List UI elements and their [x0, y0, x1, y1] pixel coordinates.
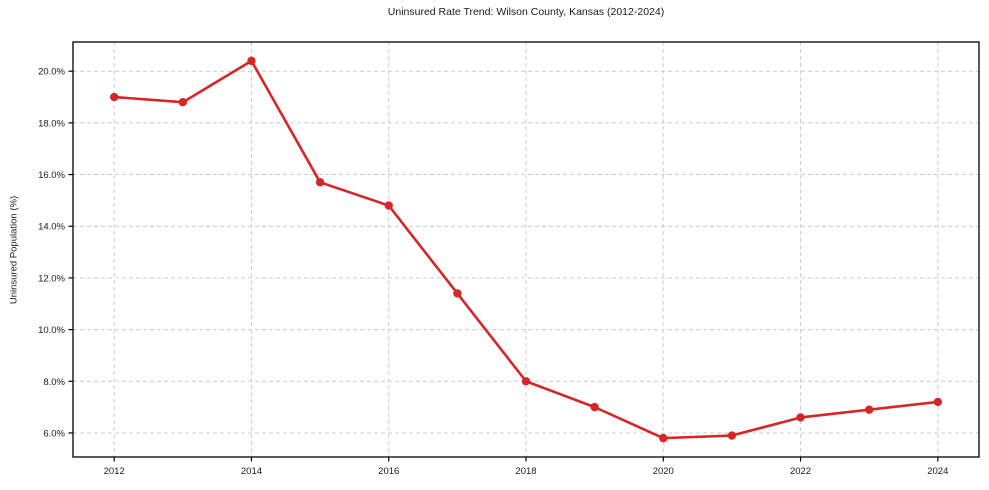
data-point [521, 377, 531, 386]
y-tick-label: 8.0% [43, 377, 65, 388]
x-tick-label: 2014 [241, 466, 262, 477]
y-tick-label: 18.0% [38, 118, 65, 129]
data-point [178, 98, 188, 107]
x-tick-label: 2020 [653, 466, 674, 477]
y-tick-label: 20.0% [38, 67, 65, 78]
data-point [315, 178, 325, 187]
data-point [796, 413, 805, 422]
data-point [864, 405, 874, 414]
data-point [109, 92, 119, 102]
data-point [933, 397, 943, 407]
y-tick-label: 6.0% [43, 428, 65, 439]
y-tick-label: 10.0% [38, 325, 65, 336]
data-point [659, 433, 668, 443]
x-tick-label: 2016 [378, 466, 399, 477]
x-tick-label: 2018 [515, 466, 536, 477]
x-tick-label: 2022 [790, 466, 811, 477]
data-point [727, 431, 737, 440]
x-tick-label: 2012 [104, 466, 125, 477]
y-tick-label: 12.0% [38, 273, 65, 284]
data-point [247, 56, 256, 66]
data-point [590, 402, 599, 412]
plot-frame [72, 41, 980, 458]
y-tick-label: 16.0% [38, 170, 65, 181]
data-point [453, 289, 462, 298]
chart-title: Uninsured Rate Trend: Wilson County, Kan… [387, 6, 665, 18]
y-tick-label: 14.0% [38, 222, 65, 233]
x-tick-label: 2024 [927, 466, 948, 477]
data-point [384, 201, 393, 210]
